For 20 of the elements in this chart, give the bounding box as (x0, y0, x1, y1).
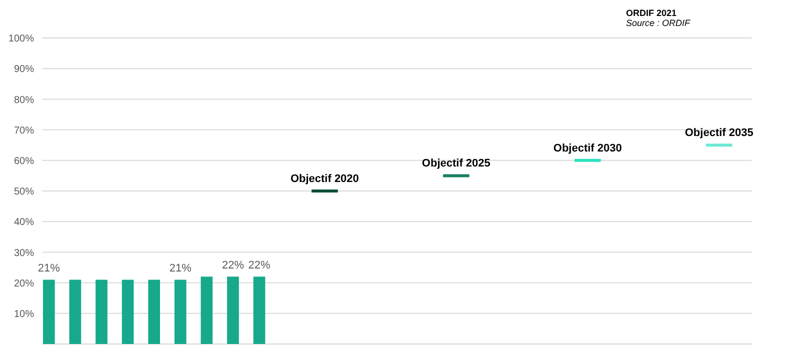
annotation: Objectif 2020 (290, 173, 359, 185)
data-label: 22% (248, 260, 271, 272)
data-label: 21% (169, 262, 192, 275)
y-tick-label: 50% (14, 186, 34, 198)
y-tick-label: 80% (14, 94, 34, 106)
y-tick-label: 100% (8, 34, 34, 45)
annotation: Objectif 2025 (422, 158, 490, 170)
y-tick-label: 90% (14, 64, 34, 76)
annotation: Objectif 2030 (553, 142, 622, 154)
y-tick-label: 70% (14, 125, 34, 136)
y-tick-label: 40% (14, 217, 34, 228)
y-tick-label: 30% (14, 248, 34, 259)
y-tick-label: 20% (14, 278, 34, 290)
y-tick-label: 60% (14, 156, 34, 167)
text: ORDIF 2021 (626, 8, 678, 18)
y-tick-label: 10% (14, 308, 34, 320)
annotation: Objectif 2035 (684, 127, 754, 140)
data-label: 21% (38, 262, 60, 275)
source-note: Source : ORDIF (626, 18, 690, 28)
data-label: 22% (222, 260, 244, 272)
